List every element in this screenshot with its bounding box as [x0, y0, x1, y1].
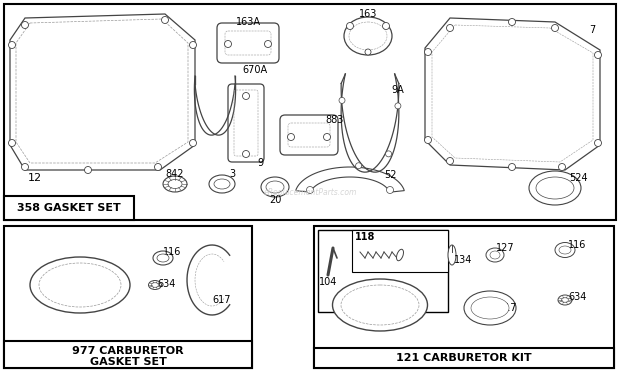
Ellipse shape: [595, 140, 601, 147]
Ellipse shape: [306, 187, 314, 193]
Ellipse shape: [446, 25, 453, 31]
Ellipse shape: [339, 97, 345, 103]
Ellipse shape: [425, 137, 432, 144]
Ellipse shape: [168, 180, 182, 188]
Text: 116: 116: [568, 240, 586, 250]
Ellipse shape: [552, 25, 559, 31]
Ellipse shape: [446, 157, 453, 165]
Text: 134: 134: [454, 255, 472, 265]
Ellipse shape: [471, 297, 509, 319]
Ellipse shape: [486, 248, 504, 262]
Ellipse shape: [386, 187, 394, 193]
Text: 617: 617: [213, 295, 231, 305]
Ellipse shape: [9, 140, 16, 147]
Ellipse shape: [151, 282, 159, 288]
Text: 617: 617: [498, 303, 517, 313]
Bar: [4, 226, 252, 368]
Bar: [314, 226, 614, 368]
Bar: [314, 348, 614, 368]
Ellipse shape: [397, 249, 404, 261]
Text: 121 CARBURETOR KIT: 121 CARBURETOR KIT: [396, 353, 532, 363]
Ellipse shape: [161, 16, 169, 24]
Ellipse shape: [265, 40, 272, 47]
Ellipse shape: [163, 176, 187, 192]
Ellipse shape: [559, 246, 571, 254]
Ellipse shape: [332, 279, 428, 331]
Ellipse shape: [157, 254, 169, 262]
Ellipse shape: [386, 151, 392, 157]
Text: 20: 20: [269, 195, 281, 205]
Text: 883: 883: [326, 115, 344, 125]
Ellipse shape: [154, 163, 161, 171]
Ellipse shape: [261, 177, 289, 197]
Ellipse shape: [84, 166, 92, 174]
Ellipse shape: [9, 42, 16, 49]
Ellipse shape: [190, 42, 197, 49]
Ellipse shape: [347, 22, 353, 30]
Ellipse shape: [383, 22, 389, 30]
Bar: [4, 196, 134, 220]
Bar: [318, 230, 448, 312]
Ellipse shape: [529, 171, 581, 205]
Ellipse shape: [30, 257, 130, 313]
Text: 358 GASKET SET: 358 GASKET SET: [17, 203, 121, 213]
Ellipse shape: [288, 134, 294, 141]
Text: 670A: 670A: [242, 65, 268, 75]
Text: 9: 9: [257, 158, 263, 168]
Ellipse shape: [22, 163, 29, 171]
Ellipse shape: [149, 280, 161, 289]
Ellipse shape: [425, 49, 432, 55]
Ellipse shape: [395, 103, 401, 109]
Text: 9A: 9A: [392, 85, 404, 95]
Bar: [4, 4, 616, 220]
Ellipse shape: [536, 177, 574, 199]
Ellipse shape: [508, 18, 515, 25]
Text: 118: 118: [355, 232, 375, 242]
Ellipse shape: [266, 181, 284, 193]
Text: 842: 842: [166, 169, 184, 179]
Ellipse shape: [153, 251, 173, 265]
Ellipse shape: [448, 245, 456, 265]
Ellipse shape: [464, 291, 516, 325]
Text: 524: 524: [569, 173, 587, 183]
Text: 137: 137: [68, 280, 89, 290]
Ellipse shape: [508, 163, 515, 171]
Ellipse shape: [555, 242, 575, 258]
Ellipse shape: [341, 285, 419, 325]
Ellipse shape: [562, 297, 569, 303]
Text: 116: 116: [163, 247, 181, 257]
Text: 52: 52: [384, 170, 396, 180]
Text: 3: 3: [229, 169, 235, 179]
Text: 137: 137: [366, 300, 388, 310]
Ellipse shape: [190, 140, 197, 147]
Ellipse shape: [214, 179, 230, 189]
Ellipse shape: [39, 263, 121, 307]
Ellipse shape: [324, 134, 330, 141]
Ellipse shape: [22, 21, 29, 28]
Ellipse shape: [356, 163, 361, 169]
Ellipse shape: [490, 251, 500, 259]
Ellipse shape: [209, 175, 235, 193]
Bar: [4, 341, 252, 368]
Text: eReplacementParts.com: eReplacementParts.com: [264, 187, 356, 196]
Text: 7: 7: [589, 25, 595, 35]
Text: GASKET SET: GASKET SET: [89, 357, 166, 367]
Ellipse shape: [558, 295, 572, 305]
Ellipse shape: [242, 92, 249, 99]
Ellipse shape: [242, 150, 249, 157]
Text: 163: 163: [359, 9, 377, 19]
Text: 127: 127: [495, 243, 515, 253]
Text: 634: 634: [569, 292, 587, 302]
Ellipse shape: [595, 52, 601, 58]
Ellipse shape: [365, 49, 371, 55]
Text: 104: 104: [319, 277, 337, 287]
Ellipse shape: [224, 40, 231, 47]
Text: 12: 12: [28, 173, 42, 183]
Bar: [352, 230, 448, 272]
Text: 977 CARBURETOR: 977 CARBURETOR: [72, 346, 184, 356]
Ellipse shape: [559, 163, 565, 171]
Text: 634: 634: [158, 279, 176, 289]
Text: 163A: 163A: [236, 17, 260, 27]
